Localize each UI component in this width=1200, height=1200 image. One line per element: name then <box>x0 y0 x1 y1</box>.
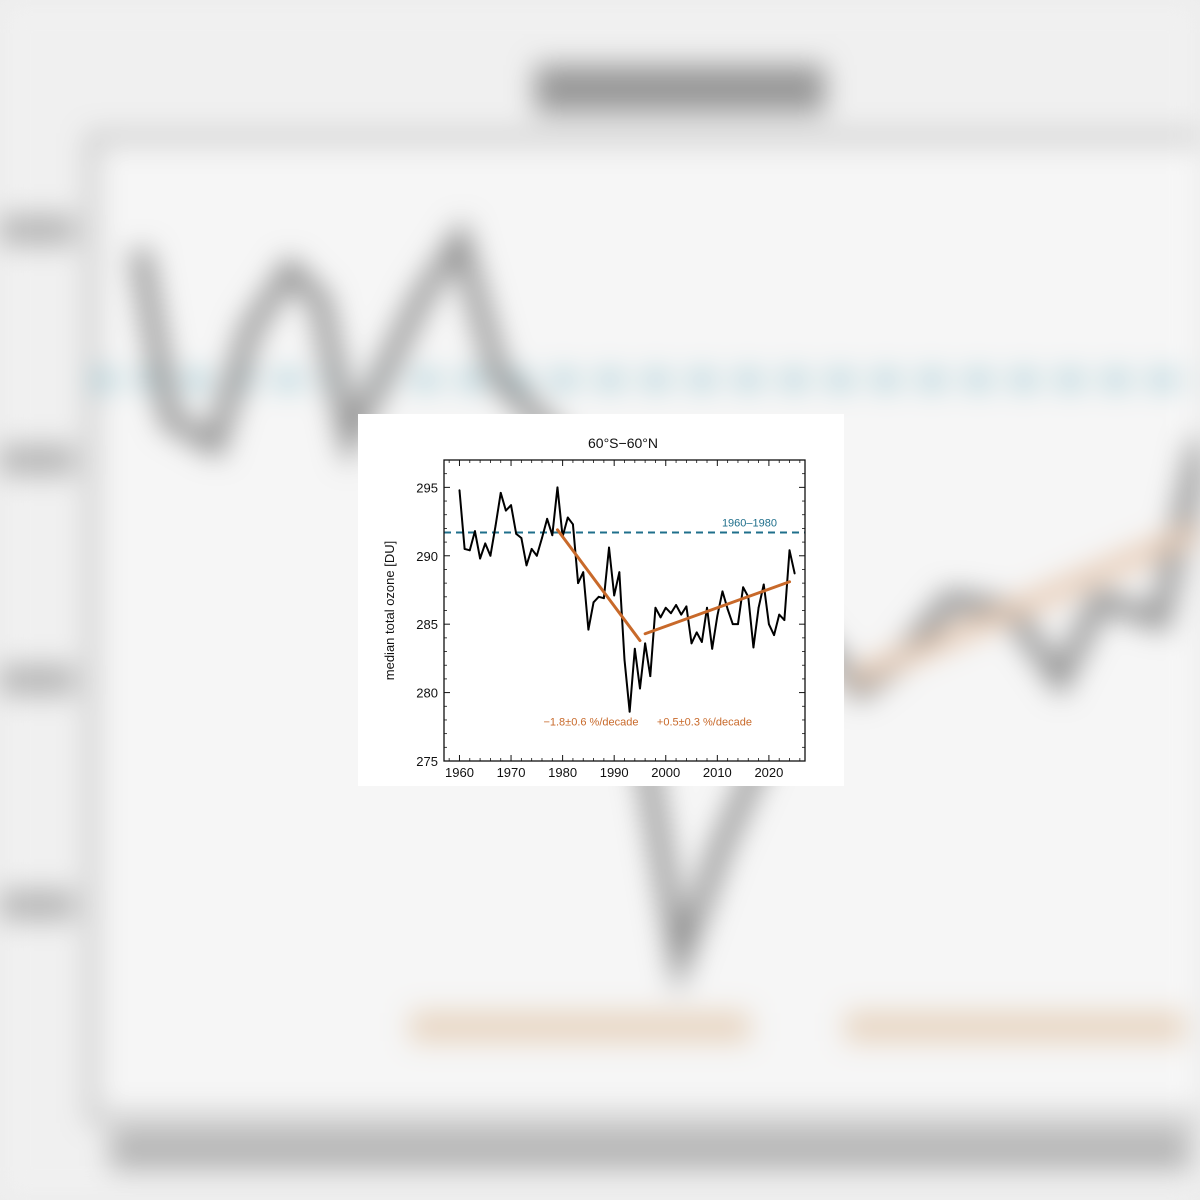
trend-lines: −1.8±0.6 %/decade +0.5±0.3 %/decade <box>543 528 792 728</box>
ozone-data-point <box>706 606 708 609</box>
ozone-data-point <box>484 542 487 545</box>
ozone-data-point <box>649 675 652 678</box>
ozone-data-point <box>494 524 497 527</box>
ozone-data-point <box>737 623 739 626</box>
ozone-data-point <box>690 642 693 645</box>
ozone-data-point <box>530 548 533 550</box>
ozone-data-point <box>479 557 481 560</box>
ozone-data-point <box>499 491 502 494</box>
ozone-data-point <box>711 647 714 650</box>
ozone-data-point <box>597 595 600 598</box>
ozone-data-point <box>515 532 518 535</box>
ozone-data-point <box>541 537 543 539</box>
ozone-data-point <box>659 616 662 619</box>
trend-line <box>555 528 642 643</box>
ozone-data-point <box>525 564 528 567</box>
trend-line <box>643 580 792 636</box>
ozone-data-point <box>587 628 590 631</box>
ozone-data-point <box>556 486 559 489</box>
ozone-data-point <box>628 710 631 713</box>
x-tick-label: 1970 <box>497 765 526 780</box>
series-group <box>458 486 796 713</box>
y-tick-label: 275 <box>416 754 438 769</box>
ozone-data-point <box>716 615 719 617</box>
y-tick-label: 295 <box>416 480 438 495</box>
ozone-data-point <box>535 554 538 557</box>
ozone-data-point <box>468 549 471 552</box>
ozone-data-point <box>572 523 574 526</box>
axis-ticks: 1960 1970 1980 1990 2000 2010 2020 275 280 285 290… <box>416 460 805 780</box>
ozone-data-point <box>680 613 683 616</box>
ozone-data-point <box>778 613 781 616</box>
ozone-data-point <box>783 619 786 621</box>
x-tick-label: 1980 <box>548 765 577 780</box>
ozone-data-point <box>602 597 605 600</box>
y-tick-label: 290 <box>416 549 438 564</box>
ozone-data-point <box>582 571 585 574</box>
ozone-data-point <box>546 517 549 520</box>
ozone-chart: 60°S−60°N median total ozone [DU] 1960 19… <box>382 435 806 780</box>
ozone-data-point <box>695 631 698 634</box>
ozone-data-point <box>474 530 476 533</box>
ozone-data-point <box>773 634 775 637</box>
ozone-data-point <box>592 601 595 604</box>
ozone-data-point <box>639 687 641 690</box>
ozone-data-point <box>757 606 760 609</box>
ozone-data-point <box>520 537 523 539</box>
trend-label: +0.5±0.3 %/decade <box>657 716 752 728</box>
y-tick-label: 285 <box>416 617 438 632</box>
plot-frame <box>443 459 806 762</box>
x-tick-label: 1960 <box>445 765 474 780</box>
ozone-data-point <box>721 590 724 593</box>
x-tick-label: 2020 <box>754 765 783 780</box>
ozone-data-point <box>654 606 657 609</box>
ozone-series-line <box>458 486 796 713</box>
ozone-data-point <box>633 647 636 650</box>
chart-title: 60°S−60°N <box>588 435 658 451</box>
ozone-data-point <box>685 605 688 608</box>
ozone-data-point <box>577 582 579 585</box>
trend-label: −1.8±0.6 %/decade <box>543 716 638 728</box>
ozone-data-point <box>644 642 647 645</box>
ozone-data-point <box>566 516 569 519</box>
x-tick-label: 2000 <box>651 765 680 780</box>
y-axis-label: median total ozone [DU] <box>382 541 397 680</box>
ozone-data-point <box>489 554 492 557</box>
chart-card: 60°S−60°N median total ozone [DU] 1960 19… <box>358 414 844 786</box>
x-tick-label: 2010 <box>703 765 732 780</box>
ozone-data-point <box>623 658 626 661</box>
ozone-data-point <box>510 504 512 507</box>
reference-line-label: 1960–1980 <box>722 518 777 530</box>
ozone-data-point <box>742 586 745 589</box>
ozone-data-point <box>752 646 755 649</box>
ozone-data-point <box>608 546 610 549</box>
ozone-data-point <box>618 571 621 574</box>
ozone-data-point <box>504 509 507 512</box>
ozone-data-point <box>788 549 791 552</box>
ozone-data-point <box>731 623 734 626</box>
ozone-data-point <box>664 606 667 609</box>
ozone-data-point <box>458 489 461 491</box>
ozone-data-point <box>675 604 677 606</box>
reference-line-group: 1960–1980 <box>444 518 805 534</box>
y-tick-label: 280 <box>416 686 438 701</box>
ozone-data-point <box>793 572 796 575</box>
ozone-data-point <box>670 612 672 615</box>
ozone-data-point <box>463 548 466 550</box>
ozone-data-point <box>700 641 703 643</box>
ozone-data-point <box>726 608 729 611</box>
ozone-data-point <box>768 623 770 626</box>
ozone-data-point <box>762 583 765 586</box>
x-tick-label: 1990 <box>600 765 629 780</box>
ozone-data-point <box>551 534 554 537</box>
ozone-data-point <box>613 594 616 597</box>
